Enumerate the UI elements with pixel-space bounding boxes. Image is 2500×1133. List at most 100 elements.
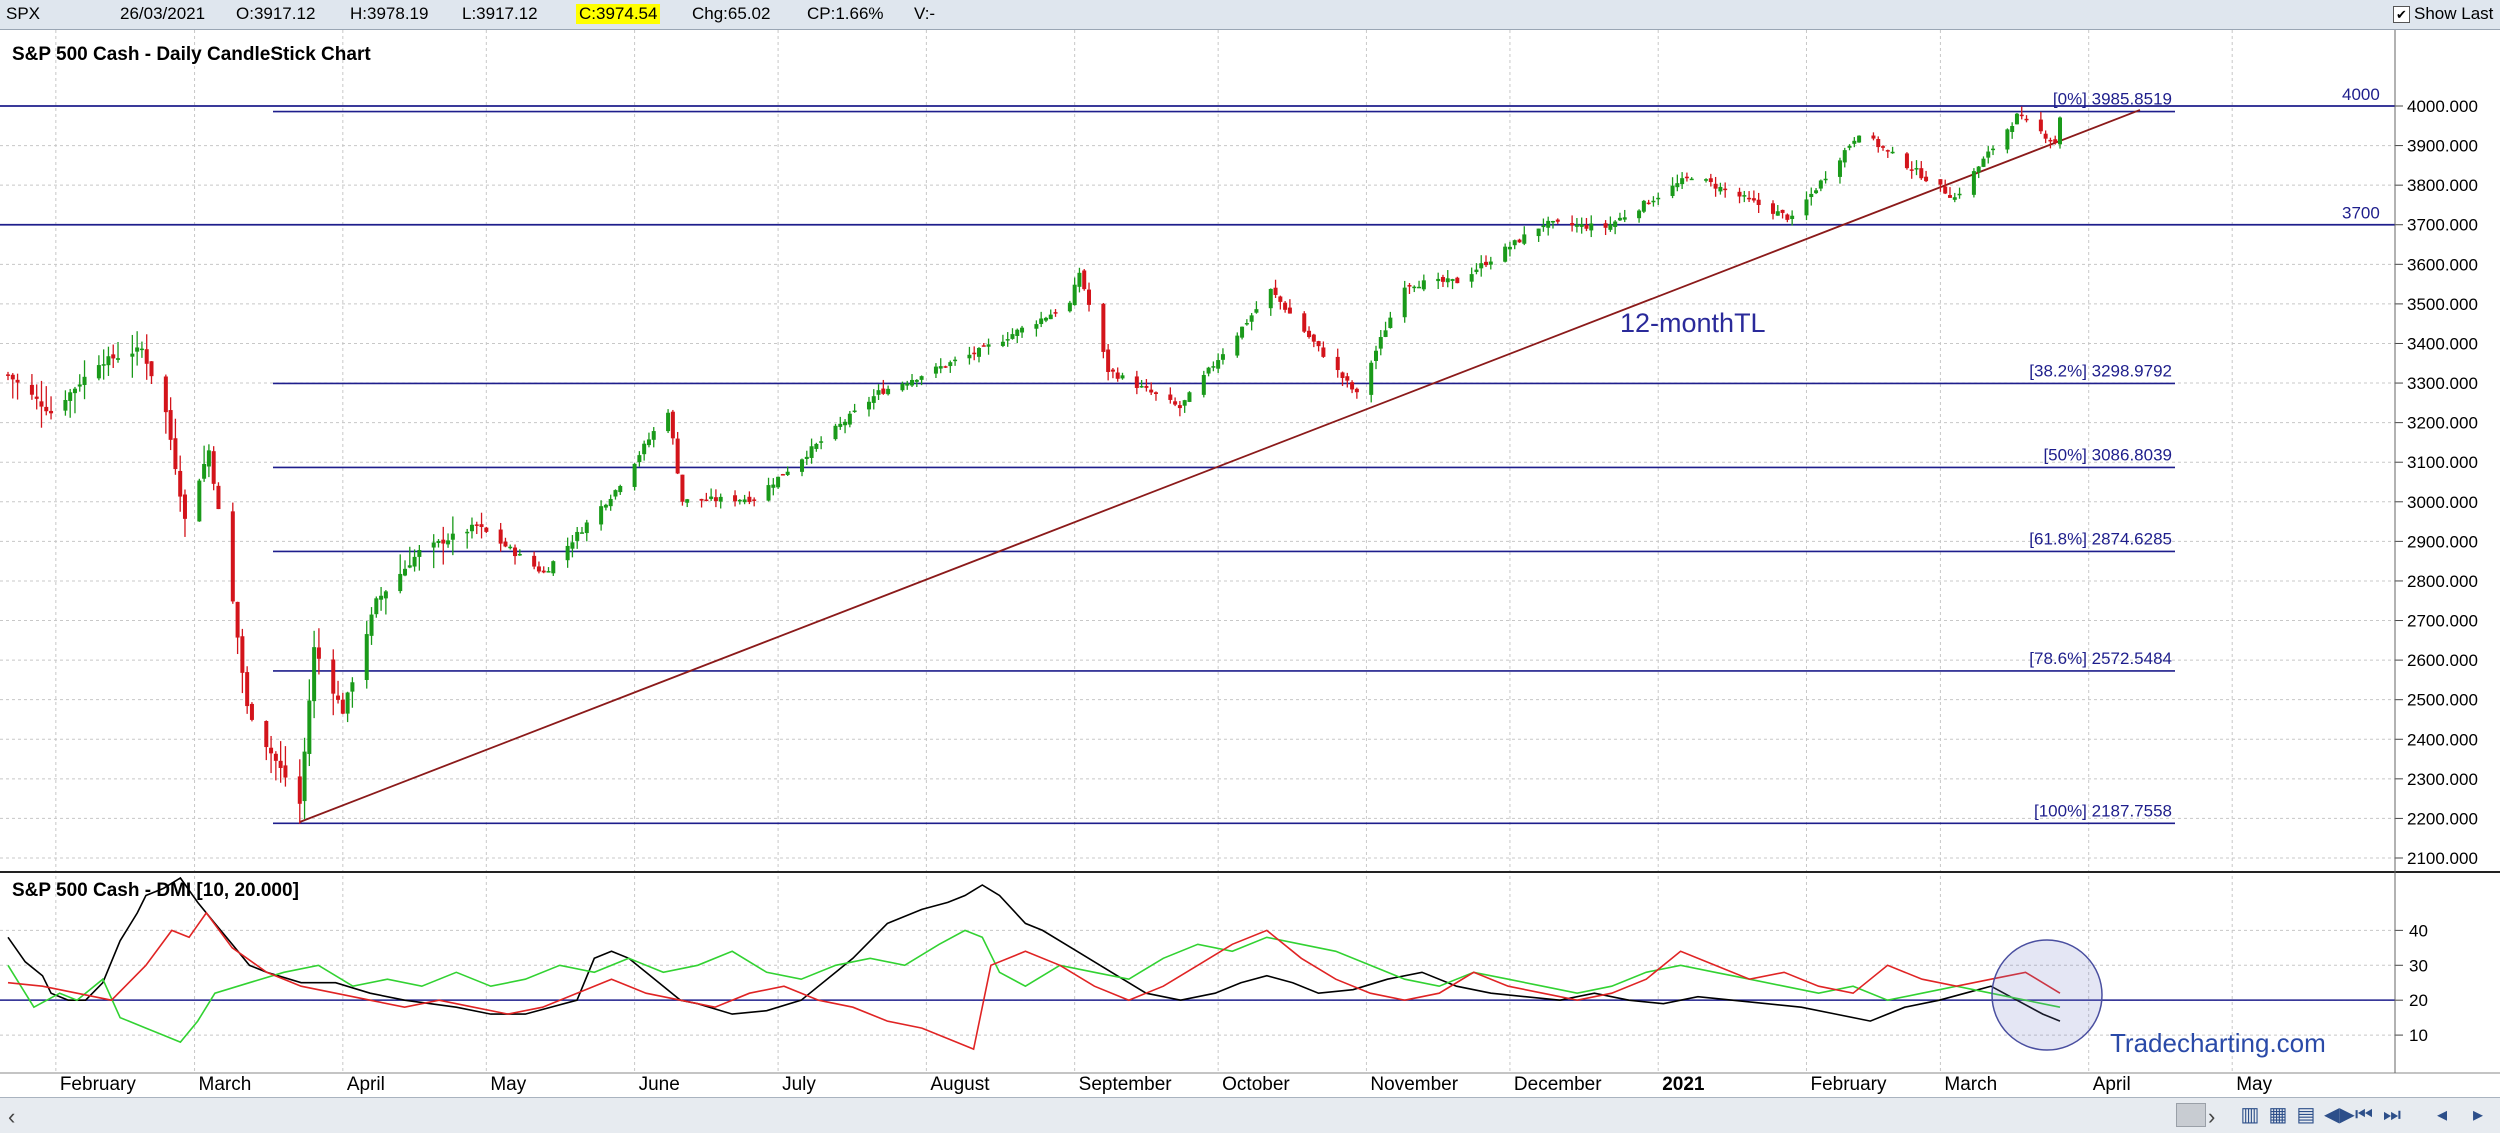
candle-body: [737, 499, 742, 502]
candle-body: [1909, 169, 1914, 171]
price-tick-label: 2200.000: [2407, 809, 2478, 828]
candle-body: [536, 566, 541, 572]
last-page-icon[interactable]: ⏭: [2383, 1104, 2401, 1126]
candle-body: [742, 499, 747, 503]
month-label: November: [1370, 1074, 1458, 1095]
candle-body: [15, 379, 20, 383]
candle-body: [948, 362, 953, 367]
trendline: [299, 109, 2141, 823]
candle-body: [570, 542, 575, 549]
candle-body: [819, 441, 824, 443]
candle-body: [785, 471, 790, 475]
candle-body: [1617, 217, 1622, 221]
candle-body: [1713, 183, 1718, 189]
candle-body: [1182, 400, 1187, 406]
candle-body: [800, 459, 805, 472]
zoom-in-icon[interactable]: ▥: [2240, 1104, 2260, 1126]
candle-body: [264, 720, 269, 748]
candle-body: [1474, 269, 1479, 273]
trendline-label: 12-monthTL: [1620, 308, 1766, 338]
high-value: H:3978.19: [350, 4, 429, 23]
month-label: June: [639, 1074, 680, 1095]
month-label: March: [1944, 1074, 1997, 1095]
candle-body: [1704, 179, 1709, 181]
candle-body: [484, 527, 489, 532]
candle-body: [1053, 312, 1058, 314]
fit-chart-icon[interactable]: ◀▶: [2324, 1104, 2355, 1126]
candle-body: [847, 413, 852, 425]
candle-body: [178, 470, 183, 497]
candle-body: [2005, 129, 2010, 150]
candle-body: [603, 504, 608, 508]
candle-body: [747, 496, 752, 502]
candle-body: [513, 547, 518, 557]
candle-body: [374, 598, 379, 615]
candle-body: [101, 364, 106, 366]
candle-body: [1842, 150, 1847, 163]
scroll-left-arrow[interactable]: ‹: [8, 1104, 16, 1129]
candle-body: [1550, 221, 1555, 223]
price-tick-label: 2700.000: [2407, 612, 2478, 631]
scroll-right-arrow[interactable]: ›: [2208, 1104, 2216, 1129]
candle-body: [2024, 118, 2029, 121]
candle-body: [1976, 166, 1981, 173]
close-value: C:3974.54: [576, 4, 661, 24]
candle-body: [1153, 392, 1158, 394]
candle-body: [1211, 366, 1216, 368]
first-page-icon[interactable]: ⏮: [2355, 1104, 2373, 1126]
candlesticks: [6, 106, 2062, 824]
candle-body: [972, 352, 977, 355]
candle-body: [111, 354, 116, 359]
candle-body: [1656, 197, 1661, 200]
candle-body: [546, 571, 551, 573]
candle-body: [1106, 349, 1111, 372]
dmi-tick-label: 40: [2409, 921, 2428, 940]
candle-body: [312, 647, 317, 702]
candle-body: [1981, 158, 1986, 167]
candle-body: [704, 499, 709, 502]
candle-body: [1235, 335, 1240, 356]
price-tick-label: 3600.000: [2407, 255, 2478, 274]
candle-body: [718, 496, 723, 502]
scrollbar-thumb[interactable]: [2176, 1103, 2206, 1127]
print-icon[interactable]: ▤: [2296, 1104, 2316, 1126]
candle-body: [1254, 309, 1259, 313]
show-last-checkbox[interactable]: [2393, 6, 2410, 23]
candle-body: [651, 431, 656, 440]
candle-body: [1684, 176, 1689, 179]
candle-body: [350, 682, 355, 692]
candle-body: [197, 480, 202, 522]
fib-label: [0%] 3985.8519: [2053, 90, 2172, 109]
candle-body: [498, 529, 503, 544]
candle-body: [1173, 401, 1178, 405]
zoom-out-icon[interactable]: ▦: [2268, 1104, 2288, 1126]
price-tick-label: 4000.000: [2407, 97, 2478, 116]
candle-body: [752, 499, 757, 501]
candle-body: [1541, 225, 1546, 228]
candle-body: [771, 484, 776, 488]
chart-canvas[interactable]: 4000 3700 [0%] 3985.8519 [38.2%] 3298.9792…: [0, 30, 2500, 1096]
time-axis: February March April May June July August Septe…: [60, 1074, 2273, 1095]
candle-body: [1149, 389, 1154, 393]
next-icon[interactable]: ▸: [2472, 1104, 2484, 1126]
candle-body: [1374, 350, 1378, 361]
candle-body: [331, 659, 336, 694]
show-last-label[interactable]: Show Last: [2414, 4, 2494, 23]
candle-body: [206, 450, 211, 467]
candle-body: [39, 401, 44, 407]
level-label: 3700: [2342, 204, 2380, 223]
candle-body: [871, 396, 876, 403]
candle-body: [1039, 318, 1044, 325]
level-label: 4000: [2342, 85, 2380, 104]
candle-body: [953, 359, 958, 362]
candle-body: [1311, 334, 1316, 342]
candle-body: [919, 376, 924, 380]
price-tick-label: 2900.000: [2407, 532, 2478, 551]
dmi-tick-label: 20: [2409, 991, 2428, 1010]
previous-icon[interactable]: ◂: [2436, 1104, 2448, 1126]
month-label: October: [1222, 1074, 1290, 1095]
candle-body: [1369, 362, 1374, 395]
candle-body: [446, 540, 451, 545]
candle-body: [852, 410, 857, 413]
candle-body: [173, 438, 178, 470]
